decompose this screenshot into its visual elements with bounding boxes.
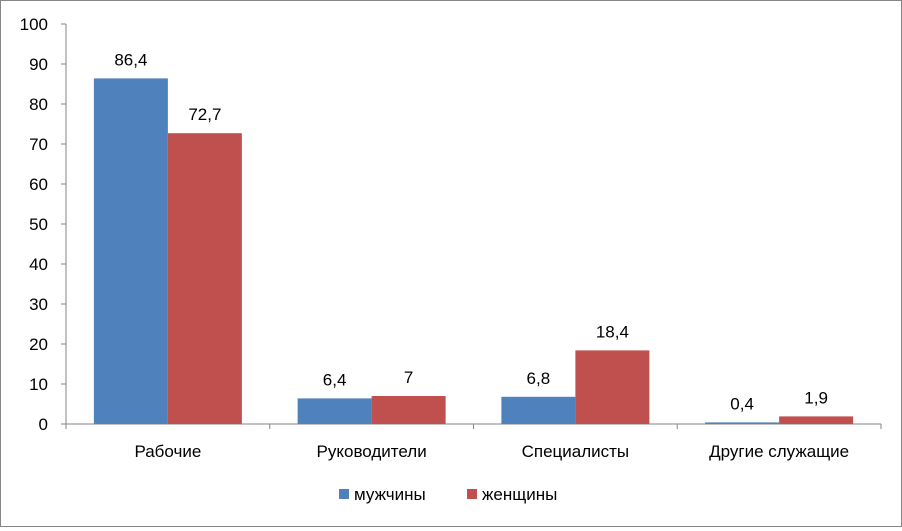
y-tick-label: 60 [29, 175, 48, 194]
bar-women [167, 133, 242, 424]
data-label: 7 [404, 368, 413, 387]
y-tick-label: 30 [29, 295, 48, 314]
data-label: 86,4 [114, 50, 147, 69]
data-label: 18,4 [596, 322, 629, 341]
legend-label: женщины [482, 485, 557, 504]
y-tick-label: 40 [29, 255, 48, 274]
y-tick-label: 80 [29, 95, 48, 114]
data-label: 1,9 [804, 388, 828, 407]
category-label: Рабочие [134, 442, 201, 461]
bar-men [501, 396, 576, 424]
y-tick-label: 70 [29, 135, 48, 154]
data-label: 0,4 [730, 394, 754, 413]
data-labels: 86,4 72,7 6,4 7 6,8 18,4 0,4 1,9 [114, 50, 828, 413]
bar-men [93, 78, 168, 425]
bars [93, 78, 854, 425]
legend: мужчины женщины [339, 485, 557, 504]
data-label: 6,8 [527, 369, 551, 388]
legend-swatch [339, 489, 349, 499]
y-tick-label: 0 [39, 415, 48, 434]
category-label: Специалисты [522, 442, 630, 461]
category-label: Руководители [317, 442, 427, 461]
bar-women [779, 416, 854, 424]
legend-swatch [467, 489, 477, 499]
y-axis-ticks: 0 10 20 30 40 50 60 70 80 90 100 [20, 15, 66, 434]
y-tick-label: 10 [29, 375, 48, 394]
y-tick-label: 20 [29, 335, 48, 354]
bar-women [575, 350, 650, 424]
data-label: 72,7 [188, 105, 221, 124]
bar-men [705, 422, 780, 424]
bar-men [297, 398, 372, 424]
data-label: 6,4 [323, 370, 347, 389]
y-tick-label: 90 [29, 55, 48, 74]
x-axis-categories: Рабочие Руководители Специалисты Другие слу… [134, 442, 849, 461]
legend-label: мужчины [354, 485, 426, 504]
category-label: Другие служащие [709, 442, 849, 461]
y-tick-label: 50 [29, 215, 48, 234]
bar-women [371, 396, 446, 424]
y-tick-label: 100 [20, 15, 48, 34]
